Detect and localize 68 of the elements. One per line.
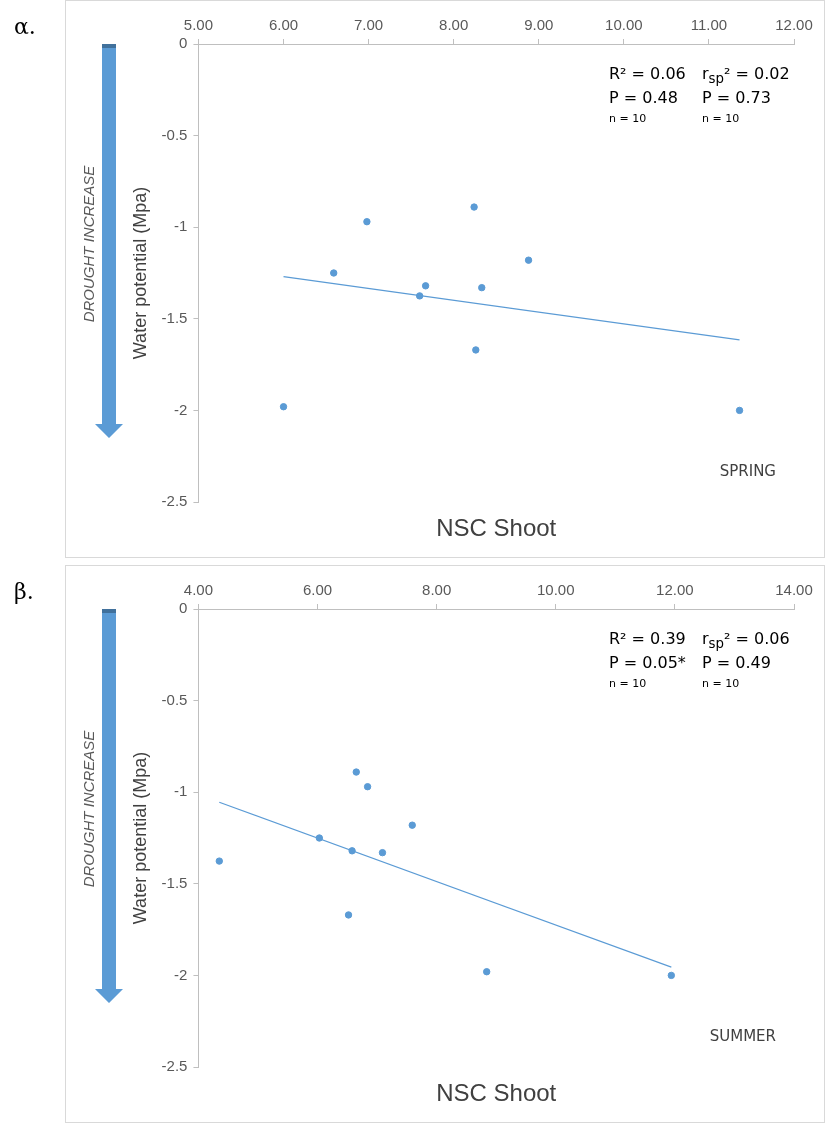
point [478, 283, 486, 292]
annotation: n = 10 [609, 677, 647, 690]
point [472, 346, 480, 354]
annotation: SUMMER [709, 1027, 776, 1045]
y-tick-label: -0.5 [161, 125, 188, 143]
point [352, 768, 360, 776]
x-tick-label: 6.00 [268, 16, 299, 34]
x-tick-label: 7.00 [354, 16, 384, 34]
point [378, 848, 387, 857]
annotation: n = 10 [702, 112, 740, 125]
y-tick-label: -2.5 [161, 492, 188, 510]
y-tick-label: -2 [174, 400, 188, 418]
point [279, 403, 288, 411]
x-tick-label: 10.00 [605, 16, 643, 34]
annotation: P = 0.05* [609, 653, 686, 672]
point [344, 911, 353, 919]
y-tick-label: -1.5 [161, 873, 188, 891]
text: DROUGHT INCREASE [79, 165, 97, 323]
annotation: P = 0.73 [702, 88, 771, 107]
x-axis-title: NSC Shoot [436, 514, 557, 542]
annotation: R² = 0.39 [609, 629, 686, 648]
x-tick-label: 6.00 [302, 581, 333, 599]
annotation: n = 10 [702, 677, 740, 690]
y-tick-label: 0 [179, 34, 188, 52]
y-tick-label: -1 [174, 782, 188, 800]
annotation: SPRING [719, 462, 776, 480]
y-tick-label: -2.5 [161, 1057, 188, 1075]
point [330, 269, 338, 277]
y-axis-title: Water potential (Mpa) [129, 186, 150, 360]
chart-title: α. [14, 14, 36, 39]
y-tick-label: -2 [174, 965, 188, 983]
y-tick-label: 0 [179, 599, 188, 617]
annotation: P = 0.48 [609, 88, 678, 107]
point [415, 292, 424, 300]
point [470, 203, 478, 211]
x-tick-label: 10.00 [537, 581, 575, 599]
x-tick-label: 9.00 [524, 16, 554, 34]
point [363, 783, 372, 791]
point [421, 282, 430, 290]
x-tick-label: 12.00 [775, 16, 813, 34]
point [408, 821, 416, 829]
chart-title: β. [14, 579, 34, 604]
y-tick-label: -1 [174, 217, 188, 235]
text: DROUGHT INCREASE [79, 730, 97, 888]
x-axis-title: NSC Shoot [436, 1079, 557, 1107]
annotation: n = 10 [609, 112, 647, 125]
x-tick-label: 8.00 [439, 16, 469, 34]
point [667, 971, 676, 980]
y-tick-label: -0.5 [161, 690, 188, 708]
y-tick-label: -1.5 [161, 308, 188, 326]
point [483, 968, 491, 976]
x-tick-label: 14.00 [775, 581, 813, 599]
x-tick-label: 11.00 [690, 16, 728, 34]
annotation: P = 0.49 [702, 653, 771, 672]
annotation: r$_{sp}$² = 0.06 [702, 629, 790, 652]
point [215, 857, 223, 865]
x-tick-label: 4.00 [183, 581, 214, 599]
x-tick-label: 5.00 [183, 16, 214, 34]
y-axis-title: Water potential (Mpa) [129, 751, 150, 925]
point [363, 218, 371, 226]
x-tick-label: 8.00 [422, 581, 452, 599]
x-tick-label: 12.00 [656, 581, 694, 599]
point [735, 406, 744, 415]
point [524, 256, 533, 264]
point [315, 834, 324, 842]
annotation: r$_{sp}$² = 0.02 [702, 64, 790, 87]
point [348, 847, 356, 855]
annotation: R² = 0.06 [609, 64, 686, 83]
